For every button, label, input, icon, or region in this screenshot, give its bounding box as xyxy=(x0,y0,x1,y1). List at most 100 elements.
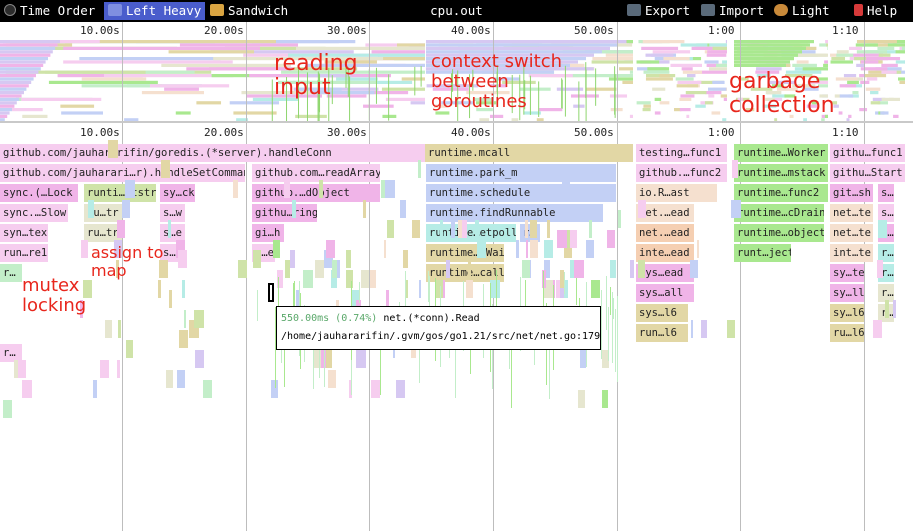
flame-frame-small[interactable] xyxy=(270,380,278,398)
flame-frame-small[interactable] xyxy=(445,260,451,278)
flame-frame-small[interactable] xyxy=(324,350,333,368)
flame-frame-small[interactable] xyxy=(577,390,586,408)
flame-frame-small[interactable] xyxy=(454,326,456,398)
flame-frame-small[interactable] xyxy=(104,320,113,338)
flame-frame[interactable]: runtime…etpoll xyxy=(426,224,516,242)
flame-frame-small[interactable] xyxy=(873,320,882,338)
flame-frame[interactable]: syn…tex xyxy=(0,224,48,242)
flame-frame-small[interactable] xyxy=(283,314,285,387)
flame-frame[interactable]: r… xyxy=(0,264,22,282)
left-heavy-button[interactable]: Left Heavy xyxy=(104,2,206,20)
flame-frame[interactable]: int…te xyxy=(830,244,873,262)
flame-frame[interactable]: sy…ll xyxy=(830,284,864,302)
flame-frame-small[interactable] xyxy=(586,240,594,258)
flame-frame-small[interactable] xyxy=(116,220,126,238)
flame-frame-small[interactable] xyxy=(177,250,188,268)
flame-frame-small[interactable] xyxy=(417,160,421,178)
flame-frame[interactable]: githu…ring xyxy=(252,204,317,222)
flame-frame-small[interactable] xyxy=(696,240,699,258)
flame-frame-small[interactable] xyxy=(100,360,110,378)
hovered-frame[interactable] xyxy=(268,283,274,302)
flame-frame[interactable]: net.…ead xyxy=(636,224,694,242)
flame-frame-small[interactable] xyxy=(158,280,162,298)
flame-frame[interactable]: runti…ststr xyxy=(84,184,156,202)
flame-frame-small[interactable] xyxy=(573,260,584,278)
flame-frame-small[interactable] xyxy=(612,292,614,363)
flame-frame-small[interactable] xyxy=(289,250,295,268)
flame-frame-small[interactable] xyxy=(328,370,336,388)
minimap-overview[interactable]: 10.00s 20.00s 30.00s 40.00s 50.00s 1:00 1:10 xyxy=(0,22,913,122)
flame-frame[interactable]: github.com/jauharari…r).handleSetCommand xyxy=(0,164,245,182)
flame-frame-small[interactable] xyxy=(402,250,409,268)
flame-frame[interactable]: r… xyxy=(0,344,22,362)
flame-frame-small[interactable] xyxy=(560,270,564,288)
flame-frame-small[interactable] xyxy=(349,380,352,398)
import-button[interactable]: Import xyxy=(697,2,768,20)
flame-frame[interactable]: gi…h xyxy=(252,224,284,242)
flame-frame-small[interactable] xyxy=(18,360,27,378)
flame-frame[interactable]: s… xyxy=(878,204,894,222)
flame-frame-small[interactable] xyxy=(467,260,471,278)
flame-frame-small[interactable] xyxy=(176,240,185,258)
flame-frame[interactable]: runtime.findRunnable xyxy=(426,204,603,222)
flame-frame-small[interactable] xyxy=(166,370,174,388)
flame-frame-small[interactable] xyxy=(876,260,883,278)
flame-frame-small[interactable] xyxy=(515,240,520,258)
flame-frame-small[interactable] xyxy=(188,320,199,338)
flame-frame-small[interactable] xyxy=(291,200,297,218)
flame-frame-small[interactable] xyxy=(313,316,315,390)
flame-frame[interactable]: net…te xyxy=(830,204,873,222)
flame-frame-small[interactable] xyxy=(638,200,646,218)
sandwich-button[interactable]: Sandwich xyxy=(206,2,292,20)
flame-frame-small[interactable] xyxy=(476,240,487,258)
flame-frame-small[interactable] xyxy=(285,260,290,278)
flame-frame-small[interactable] xyxy=(193,310,204,328)
flame-frame-small[interactable] xyxy=(257,290,259,321)
flame-frame-small[interactable] xyxy=(318,180,323,198)
flame-frame-small[interactable] xyxy=(528,260,532,278)
flame-frame-small[interactable] xyxy=(614,309,616,373)
flame-frame-small[interactable] xyxy=(569,230,577,248)
flame-frame-small[interactable] xyxy=(609,260,616,278)
flame-frame-small[interactable] xyxy=(122,200,131,218)
flame-frame-small[interactable] xyxy=(600,289,602,359)
flame-frame-small[interactable] xyxy=(125,340,133,358)
flame-frame-small[interactable] xyxy=(182,280,185,298)
flame-frame[interactable]: githu…Start xyxy=(830,164,905,182)
flame-frame-small[interactable] xyxy=(92,380,97,398)
flame-frame-small[interactable] xyxy=(319,350,327,368)
flame-frame[interactable]: runtime…lWait xyxy=(426,244,504,262)
flame-frame[interactable]: s… xyxy=(878,184,894,202)
flame-frame-small[interactable] xyxy=(591,280,600,298)
flame-frame[interactable]: runt…ject xyxy=(734,244,791,262)
flame-frame[interactable]: runtime.schedule xyxy=(426,184,616,202)
flame-frame-small[interactable] xyxy=(412,220,421,238)
flame-frame[interactable]: sy…te xyxy=(830,264,864,282)
flame-frame-small[interactable] xyxy=(195,350,205,368)
export-button[interactable]: Export xyxy=(623,2,694,20)
flame-frame-small[interactable] xyxy=(88,200,95,218)
flame-frame[interactable]: inte…ead xyxy=(636,244,694,262)
flame-frame-small[interactable] xyxy=(490,280,501,298)
flame-frame-small[interactable] xyxy=(606,276,608,331)
flame-frame-small[interactable] xyxy=(608,307,610,361)
flame-frame-small[interactable] xyxy=(451,220,455,238)
flame-frame[interactable]: io.R…ast xyxy=(636,184,717,202)
flame-frame-small[interactable] xyxy=(386,290,389,308)
flame-frame-small[interactable] xyxy=(543,280,553,298)
flame-frame-small[interactable] xyxy=(384,240,387,258)
flame-frame[interactable]: github.…func2 xyxy=(636,164,727,182)
flame-frame[interactable]: sync.…Slow xyxy=(0,204,68,222)
flame-frame-small[interactable] xyxy=(442,280,446,298)
flame-frame-small[interactable] xyxy=(884,300,889,318)
flame-frame-small[interactable] xyxy=(701,320,707,338)
flame-frame-small[interactable] xyxy=(114,240,122,258)
flame-frame-small[interactable] xyxy=(690,260,699,278)
flame-frame[interactable]: run…l6 xyxy=(636,324,688,342)
flame-frame-small[interactable] xyxy=(292,283,294,312)
flame-frame-small[interactable] xyxy=(564,280,568,298)
flame-frame-small[interactable] xyxy=(81,240,88,258)
flame-frame-small[interactable] xyxy=(557,230,567,248)
flame-frame-small[interactable] xyxy=(312,350,321,368)
flame-frame[interactable]: github.com…readArray xyxy=(252,164,380,182)
